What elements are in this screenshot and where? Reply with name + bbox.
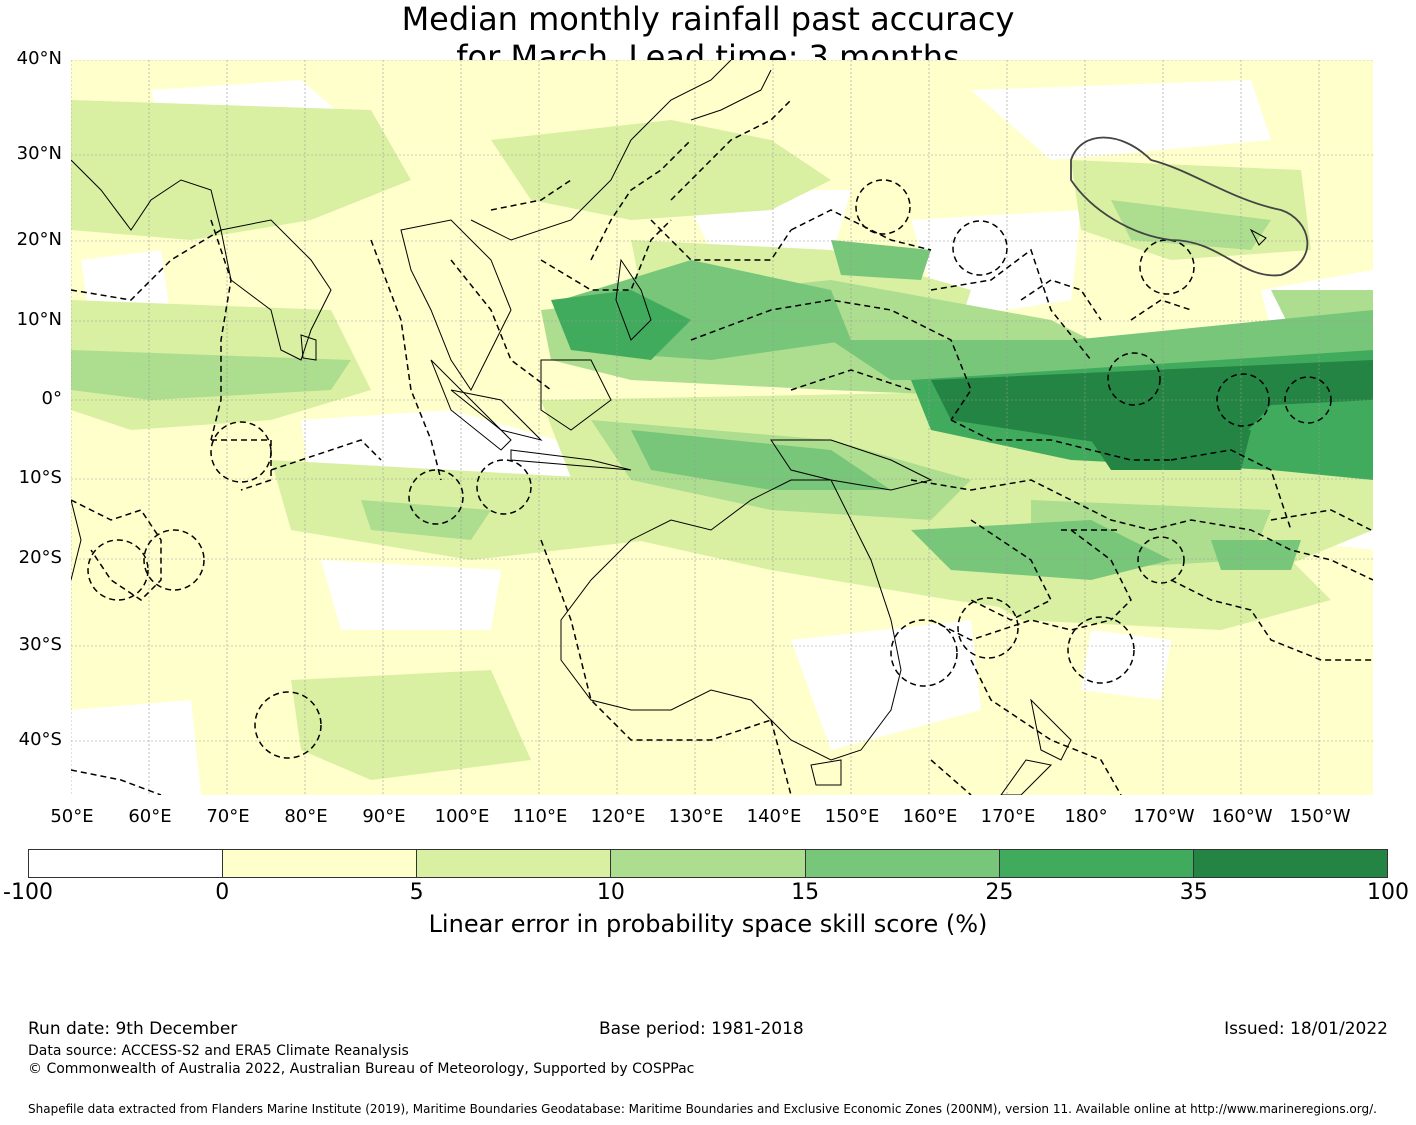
lon-label: 130°E <box>668 806 724 827</box>
colorbar-segment <box>611 850 806 877</box>
lon-label: 160°W <box>1211 806 1273 827</box>
lon-label: 170°W <box>1133 806 1195 827</box>
data-source: Data source: ACCESS-S2 and ERA5 Climate … <box>28 1043 409 1059</box>
lon-label: 80°E <box>284 806 328 827</box>
lat-label-10n: 10°N <box>16 309 62 330</box>
run-date: Run date: 9th December <box>28 1019 238 1039</box>
very-high-skill-areas <box>931 360 1373 470</box>
lon-label: 150°E <box>824 806 880 827</box>
shapefile-credit: Shapefile data extracted from Flanders M… <box>28 1102 1377 1116</box>
colorbar-segment <box>999 850 1194 877</box>
map-canvas <box>71 60 1373 795</box>
lon-label: 100°E <box>434 806 490 827</box>
lon-label: 120°E <box>590 806 646 827</box>
lat-label-0: 0° <box>41 388 62 409</box>
lat-label-20n: 20°N <box>16 229 62 250</box>
lon-label: 90°E <box>362 806 406 827</box>
colorbar <box>28 849 1388 878</box>
colorbar-segment <box>29 850 224 877</box>
gridlines <box>71 60 1373 795</box>
colorbar-tick-label: 25 <box>985 880 1014 905</box>
skill-score-map <box>71 60 1373 795</box>
colorbar-segment <box>417 850 612 877</box>
base-period: Base period: 1981-2018 <box>599 1019 804 1039</box>
colorbar-label: Linear error in probability space skill … <box>428 910 988 938</box>
lon-label: 50°E <box>50 806 94 827</box>
lon-label: 160°E <box>902 806 958 827</box>
lat-label-30n: 30°N <box>16 143 62 164</box>
colorbar-segment <box>805 850 1000 877</box>
lon-label: 60°E <box>128 806 172 827</box>
colorbar-tick-label: -100 <box>3 880 53 905</box>
chart-title: Median monthly rainfall past accuracy fo… <box>0 0 1416 76</box>
lat-label-40n: 40°N <box>16 48 62 69</box>
eez-boundaries <box>71 99 1373 795</box>
lon-label: 70°E <box>206 806 250 827</box>
colorbar-segment <box>1193 850 1387 877</box>
colorbar-tick-label: 35 <box>1179 880 1208 905</box>
title-line-1: Median monthly rainfall past accuracy <box>401 0 1015 38</box>
colorbar-tick-label: 10 <box>596 880 625 905</box>
issued-date: Issued: 18/01/2022 <box>1224 1019 1388 1039</box>
lat-label-40s: 40°S <box>18 729 62 750</box>
lon-label: 140°E <box>746 806 802 827</box>
lon-label: 150°W <box>1289 806 1351 827</box>
lon-label: 180° <box>1064 806 1108 827</box>
coastlines <box>71 60 1267 795</box>
colorbar-tick-label: 5 <box>409 880 424 905</box>
colorbar-tick-label: 0 <box>215 880 230 905</box>
hawaii-eez-outline <box>1070 136 1309 277</box>
lat-label-10s: 10°S <box>18 467 62 488</box>
lat-label-30s: 30°S <box>18 634 62 655</box>
lon-label: 170°E <box>980 806 1036 827</box>
lat-label-20s: 20°S <box>18 547 62 568</box>
lon-label: 110°E <box>512 806 568 827</box>
copyright: © Commonwealth of Australia 2022, Austra… <box>28 1061 695 1077</box>
colorbar-segment <box>223 850 418 877</box>
colorbar-tick-label: 15 <box>791 880 820 905</box>
colorbar-tick-label: 100 <box>1367 880 1409 905</box>
